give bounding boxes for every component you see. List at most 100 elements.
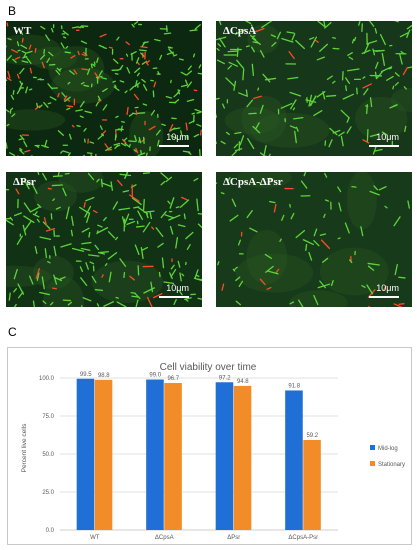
- live-cell: [366, 40, 378, 45]
- live-cell: [19, 149, 25, 155]
- live-cell: [80, 81, 85, 85]
- live-cell: [40, 25, 46, 30]
- live-cell: [112, 80, 116, 83]
- live-cell: [53, 245, 57, 257]
- live-cell: [197, 223, 202, 229]
- live-cell: [75, 109, 83, 112]
- dead-cell: [266, 286, 272, 290]
- live-cell: [149, 211, 153, 220]
- live-cell: [367, 262, 380, 266]
- live-cell: [159, 54, 163, 61]
- live-cell: [155, 129, 161, 136]
- live-cell: [403, 86, 407, 90]
- live-cell: [101, 77, 108, 80]
- live-cell: [98, 251, 106, 255]
- live-cell: [323, 21, 326, 27]
- live-cell: [103, 216, 107, 222]
- live-cell: [142, 172, 151, 175]
- live-cell: [32, 213, 40, 218]
- dead-cell: [314, 39, 319, 43]
- live-cell: [325, 94, 337, 97]
- live-cell: [246, 210, 253, 219]
- y-axis-label: Percent live cells: [21, 423, 28, 473]
- live-cell: [25, 86, 29, 94]
- live-cell: [79, 100, 85, 108]
- live-cell: [233, 80, 237, 91]
- live-cell: [39, 291, 50, 296]
- dead-cell: [28, 44, 32, 50]
- viability-bar-chart: 0.0 25.0 50.0 75.0 100.0 99.5 98.8 WT 99.0 96.7 ΔC…: [21, 362, 405, 541]
- live-cell: [340, 135, 344, 147]
- micrograph-cpsa-psr: ΔCpsA-ΔPsr 10μm: [216, 172, 412, 307]
- live-cell: [367, 265, 375, 271]
- scale-bar-label: 10μm: [166, 283, 189, 293]
- live-cell: [324, 22, 332, 29]
- dead-cell: [99, 33, 107, 38]
- live-cell: [392, 85, 395, 90]
- live-cell: [138, 49, 147, 52]
- live-cell: [134, 80, 138, 88]
- live-cell: [67, 301, 73, 306]
- live-cell: [80, 277, 88, 287]
- live-cell: [161, 257, 165, 269]
- live-cell: [32, 300, 36, 307]
- micrograph-label: ΔCpsA: [223, 25, 257, 37]
- live-cell: [99, 251, 109, 254]
- live-cell: [321, 257, 329, 263]
- live-cell: [270, 34, 277, 38]
- dead-cell: [81, 68, 89, 71]
- live-cell: [160, 180, 166, 186]
- live-cell: [86, 152, 93, 155]
- live-cell: [374, 71, 378, 80]
- live-cell: [186, 70, 193, 76]
- live-cell: [160, 172, 169, 180]
- live-cell: [42, 172, 47, 181]
- live-cell: [302, 239, 314, 246]
- live-cell: [394, 72, 400, 77]
- live-cell: [19, 134, 25, 141]
- live-cell: [347, 52, 353, 57]
- live-cell: [394, 81, 399, 86]
- data-label: 96.7: [167, 376, 179, 382]
- live-cell: [246, 99, 254, 108]
- live-cell: [114, 236, 119, 241]
- live-cell: [180, 130, 183, 137]
- dead-cell: [126, 106, 129, 116]
- live-cell: [179, 272, 182, 282]
- live-cell: [83, 84, 90, 87]
- live-cell: [291, 33, 296, 41]
- y-tick-label: 50.0: [42, 452, 54, 458]
- live-cell: [124, 172, 129, 180]
- live-cell: [22, 180, 31, 186]
- live-cell: [118, 207, 131, 211]
- dead-cell: [185, 122, 188, 131]
- live-cell: [142, 84, 148, 91]
- live-cell: [44, 248, 48, 258]
- live-cell: [103, 301, 115, 307]
- dead-cell: [52, 287, 57, 290]
- live-cell: [6, 79, 8, 82]
- live-cell: [64, 96, 71, 102]
- live-cell: [295, 126, 299, 132]
- live-cell: [198, 64, 202, 69]
- live-cell: [328, 139, 333, 148]
- live-cell: [36, 218, 40, 223]
- live-cell: [258, 181, 262, 186]
- live-cell: [124, 142, 130, 147]
- live-cell: [196, 198, 199, 212]
- dead-cell: [135, 147, 139, 154]
- x-tick-label: ΔCpsA: [155, 535, 174, 541]
- live-cell: [112, 201, 119, 210]
- live-cell: [51, 184, 63, 187]
- live-cell: [160, 210, 167, 219]
- live-cell: [53, 276, 63, 282]
- micrograph-cpsa: ΔCpsA 10μm: [216, 21, 412, 156]
- live-cell: [179, 199, 190, 208]
- live-cell: [178, 290, 183, 296]
- live-cell: [36, 145, 40, 148]
- live-cell: [17, 49, 21, 52]
- live-cell: [87, 172, 95, 181]
- live-cell: [259, 152, 266, 156]
- live-cell: [338, 202, 342, 212]
- dead-cell: [11, 49, 18, 54]
